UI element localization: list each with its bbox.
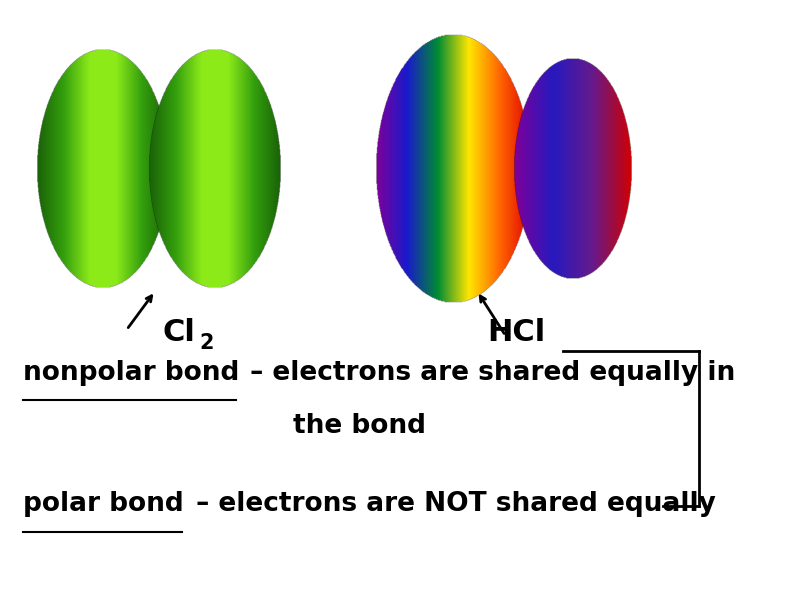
Text: HCl: HCl xyxy=(487,318,546,347)
Text: Cl: Cl xyxy=(162,318,195,347)
Text: nonpolar bond: nonpolar bond xyxy=(23,360,239,386)
Text: polar bond: polar bond xyxy=(23,491,183,517)
Text: – electrons are NOT shared equally: – electrons are NOT shared equally xyxy=(187,491,716,517)
Text: – electrons are shared equally in: – electrons are shared equally in xyxy=(241,360,735,386)
Text: the bond: the bond xyxy=(293,413,426,439)
Text: 2: 2 xyxy=(199,333,214,353)
